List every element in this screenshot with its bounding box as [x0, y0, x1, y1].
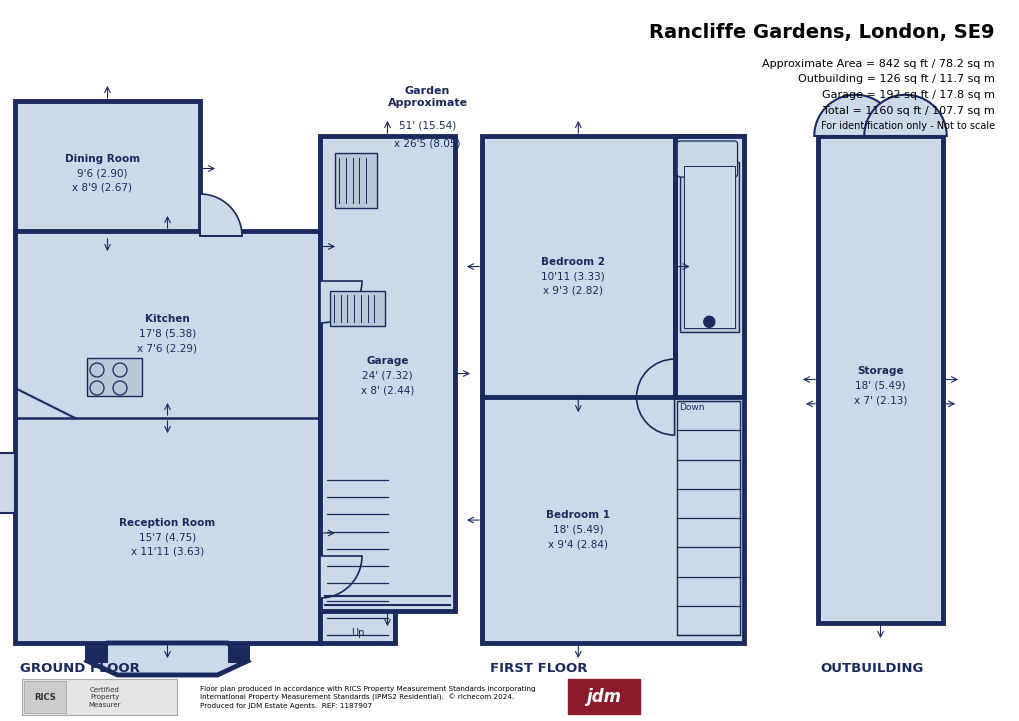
Bar	[15, 101, 200, 236]
Wedge shape	[200, 194, 242, 236]
Text: Bedroom 1: Bedroom 1	[546, 510, 609, 520]
Text: Garden
Approximate: Garden Approximate	[387, 86, 467, 108]
Text: x 7' (2.13): x 7' (2.13)	[853, 396, 906, 405]
Text: Total = 1160 sq ft / 107.7 sq m: Total = 1160 sq ft / 107.7 sq m	[822, 105, 994, 115]
Text: 51' (15.54): 51' (15.54)	[398, 121, 455, 131]
Text: Outbuilding = 126 sq ft / 11.7 sq m: Outbuilding = 126 sq ft / 11.7 sq m	[797, 74, 994, 84]
Text: x 8' (2.44): x 8' (2.44)	[361, 386, 414, 396]
Bar	[87, 358, 142, 396]
Text: Bedroom 2: Bedroom 2	[541, 257, 604, 267]
Wedge shape	[636, 359, 674, 397]
Circle shape	[703, 317, 714, 327]
Text: RICS: RICS	[34, 693, 56, 702]
Bar	[334, 153, 377, 208]
Text: Down: Down	[679, 403, 704, 412]
Bar	[227, 643, 250, 663]
Bar	[817, 136, 943, 623]
Text: Reception Room: Reception Room	[119, 518, 215, 528]
Bar	[674, 136, 743, 397]
Text: OUTBUILDING: OUTBUILDING	[819, 663, 922, 676]
Polygon shape	[88, 643, 248, 675]
Bar	[676, 401, 739, 635]
Text: x 8'9 (2.67): x 8'9 (2.67)	[72, 182, 132, 193]
Text: Garage: Garage	[366, 356, 409, 366]
Text: Approximate Area = 842 sq ft / 78.2 sq m: Approximate Area = 842 sq ft / 78.2 sq m	[761, 59, 994, 69]
Bar	[683, 166, 735, 328]
Text: Kitchen: Kitchen	[145, 314, 190, 324]
Wedge shape	[636, 397, 674, 435]
Text: Rancliffe Gardens, London, SE9: Rancliffe Gardens, London, SE9	[649, 23, 994, 42]
Text: 24' (7.32): 24' (7.32)	[362, 371, 413, 381]
Bar	[330, 291, 384, 326]
Text: x 9'3 (2.82): x 9'3 (2.82)	[543, 286, 602, 296]
Text: x 26'5 (8.05): x 26'5 (8.05)	[394, 139, 461, 149]
Text: jdm: jdm	[586, 688, 621, 706]
Text: x 7'6 (2.29): x 7'6 (2.29)	[138, 343, 198, 353]
Bar	[320, 281, 394, 643]
Text: Garage = 192 sq ft / 17.8 sq m: Garage = 192 sq ft / 17.8 sq m	[821, 90, 994, 100]
Bar	[24, 681, 66, 713]
Text: 9'6 (2.90): 9'6 (2.90)	[77, 168, 127, 178]
Text: Up: Up	[351, 628, 364, 638]
Text: 17'8 (5.38): 17'8 (5.38)	[139, 329, 196, 339]
Bar	[22, 679, 177, 715]
Wedge shape	[813, 94, 896, 136]
Text: Dining Room: Dining Room	[65, 154, 140, 164]
Wedge shape	[320, 281, 362, 323]
Bar	[0, 453, 15, 513]
Text: Storage: Storage	[856, 366, 903, 376]
Bar	[320, 136, 454, 611]
Bar	[679, 162, 739, 332]
Bar	[15, 231, 320, 643]
Text: GROUND FLOOR: GROUND FLOOR	[20, 663, 140, 676]
FancyBboxPatch shape	[677, 141, 737, 177]
Text: 18' (5.49): 18' (5.49)	[552, 525, 603, 534]
Bar	[568, 679, 639, 714]
Text: x 11'11 (3.63): x 11'11 (3.63)	[130, 547, 204, 557]
Text: FIRST FLOOR: FIRST FLOOR	[489, 663, 587, 676]
Text: For identification only - Not to scale: For identification only - Not to scale	[820, 121, 994, 131]
Text: Floor plan produced in accordance with RICS Property Measurement Standards incor: Floor plan produced in accordance with R…	[200, 686, 535, 709]
Text: 18' (5.49): 18' (5.49)	[854, 381, 905, 391]
Bar	[482, 136, 743, 643]
Text: x 9'4 (2.84): x 9'4 (2.84)	[548, 539, 607, 549]
Wedge shape	[863, 94, 946, 136]
Wedge shape	[320, 556, 362, 598]
Text: 10'11 (3.33): 10'11 (3.33)	[541, 271, 604, 281]
Text: 15'7 (4.75): 15'7 (4.75)	[139, 532, 196, 542]
Text: Certified
Property
Measurer: Certified Property Measurer	[89, 687, 121, 708]
Bar	[86, 643, 107, 663]
